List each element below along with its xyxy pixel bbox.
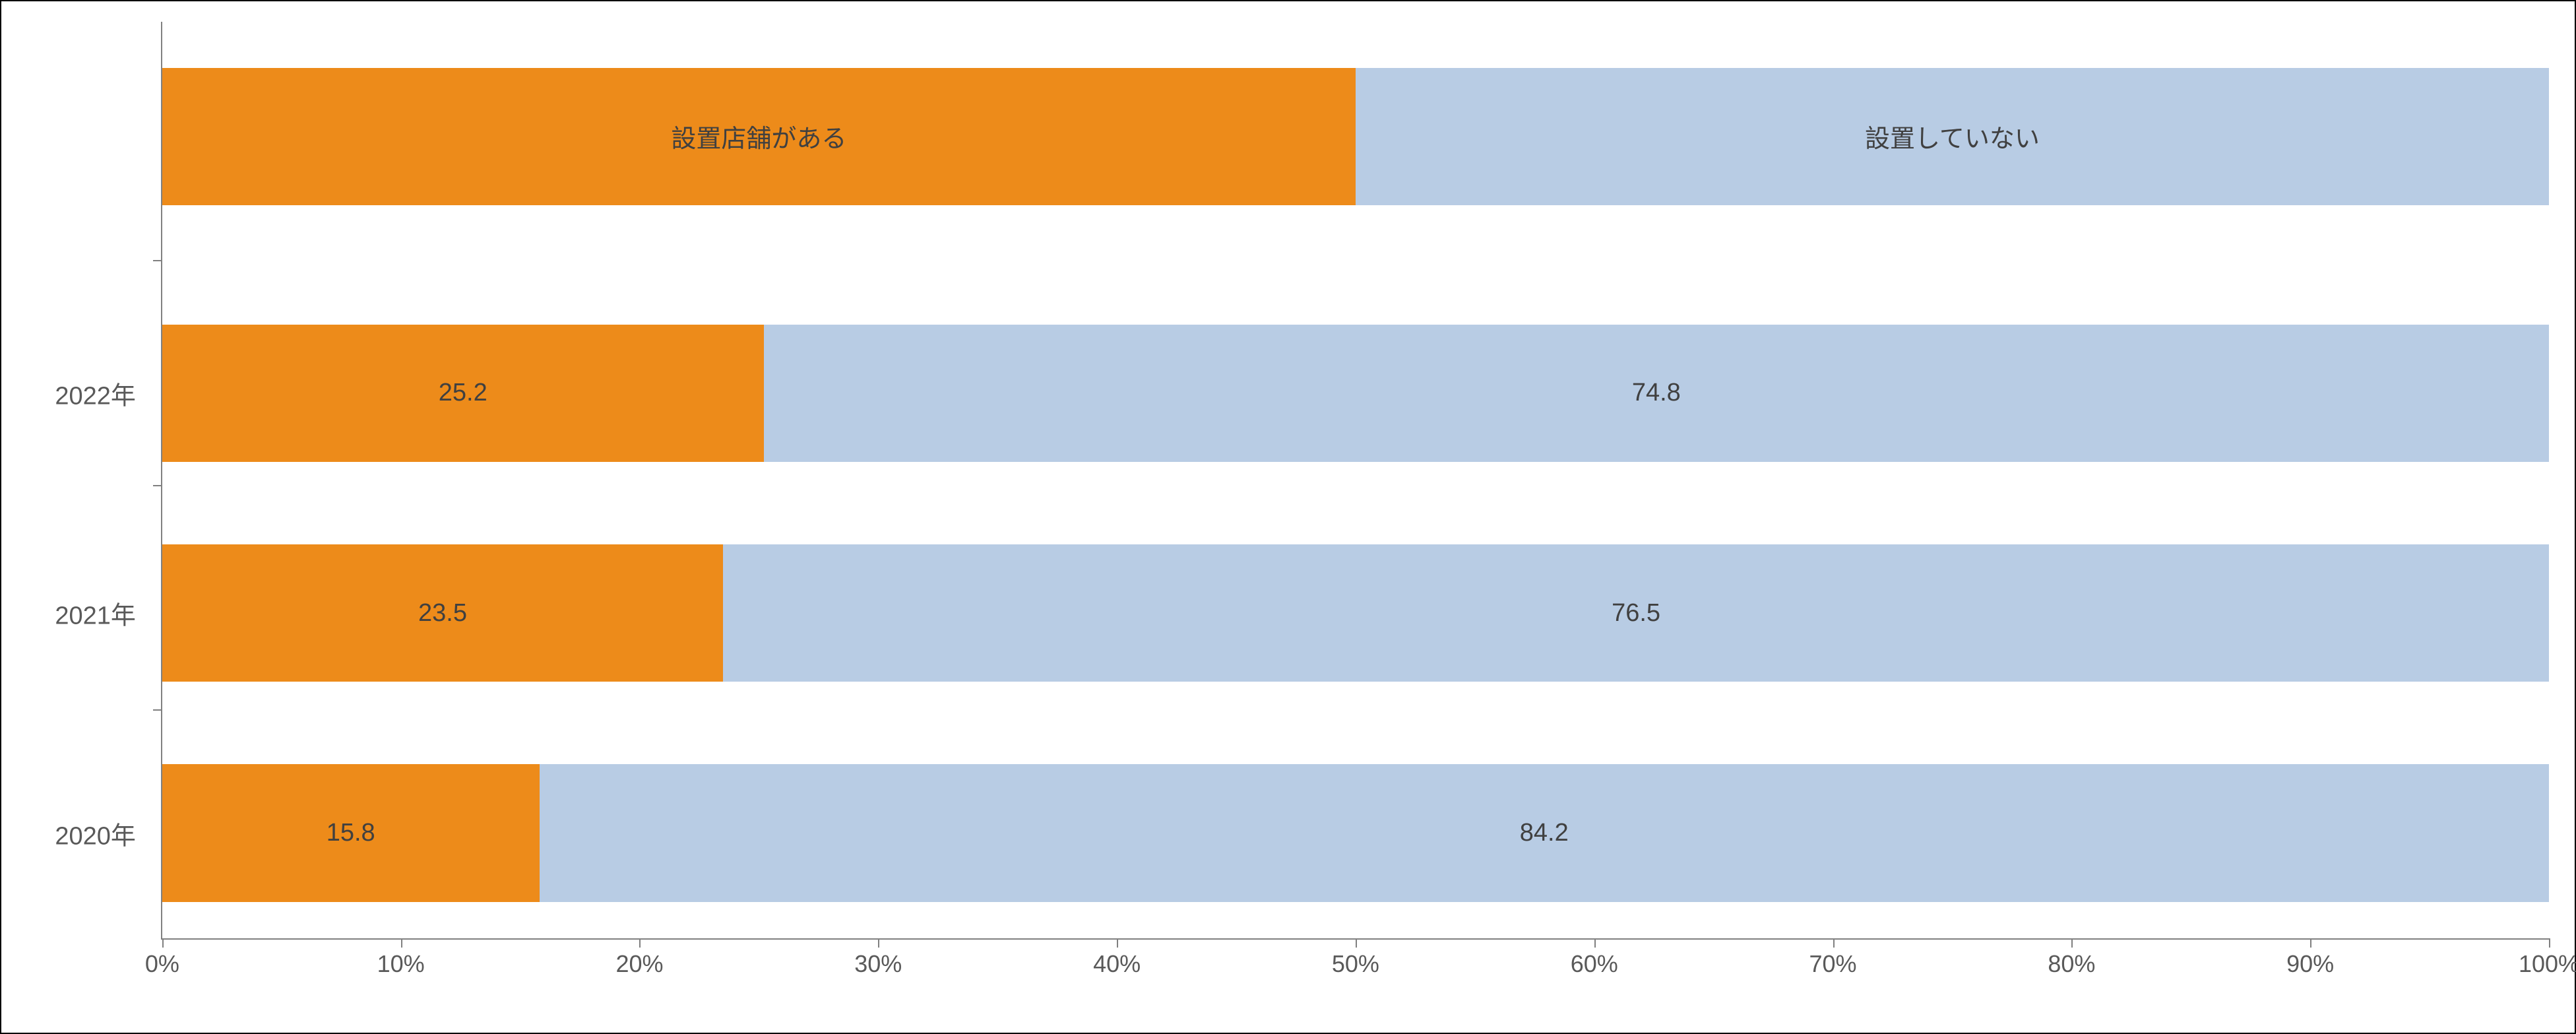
bar-value-label: 23.5 [418, 599, 467, 628]
bar-value-label: 15.8 [327, 819, 375, 847]
x-tick [2549, 938, 2550, 948]
x-tick [1356, 938, 1357, 948]
x-tick [1117, 938, 1118, 948]
x-axis-label: 10% [377, 950, 425, 978]
x-tick [162, 938, 164, 948]
x-tick [878, 938, 879, 948]
bar-row: 2020年15.884.2 [162, 764, 2549, 901]
legend-bar: 設置店舗がある 設置していない [162, 68, 2549, 205]
x-tick [639, 938, 641, 948]
x-tick [401, 938, 402, 948]
bar-value-label: 76.5 [1612, 599, 1660, 628]
y-tick [153, 485, 162, 486]
x-axis-label: 70% [1809, 950, 1857, 978]
bar-row: 2022年25.274.8 [162, 325, 2549, 462]
bar-segment: 25.2 [162, 325, 764, 462]
x-tick [1833, 938, 1835, 948]
plot-area: 0%10%20%30%40%50%60%70%80%90%100%設置店舗がある… [161, 22, 2549, 940]
x-axis-label: 0% [145, 950, 179, 978]
bar-segment: 76.5 [723, 544, 2549, 682]
bar-segment: 74.8 [764, 325, 2549, 462]
y-axis-label: 2022年 [55, 375, 136, 411]
legend-label: 設置店舗がある [671, 118, 846, 154]
bar-value-label: 84.2 [1520, 819, 1569, 847]
legend-segment: 設置していない [1356, 68, 2549, 205]
bar-segment: 84.2 [540, 764, 2549, 901]
bar-segment: 15.8 [162, 764, 540, 901]
y-tick [153, 709, 162, 711]
bar-segment: 23.5 [162, 544, 723, 682]
x-axis-label: 30% [854, 950, 902, 978]
y-tick [153, 260, 162, 261]
x-tick [1594, 938, 1596, 948]
x-axis-label: 20% [615, 950, 663, 978]
x-axis-label: 50% [1332, 950, 1379, 978]
chart-frame: 0% 10% 20% 30% 40% 50% 60% 70% 80% 90% 100% 設置店舗がある… [0, 0, 2576, 1034]
legend-label: 設置していない [1865, 118, 2040, 154]
x-axis-label: 100% [2519, 950, 2576, 978]
y-axis-label: 2020年 [55, 815, 136, 851]
legend-segment: 設置店舗がある [162, 68, 1356, 205]
x-tick [2071, 938, 2073, 948]
x-axis-label: 60% [1571, 950, 1618, 978]
x-axis-label: 80% [2048, 950, 2095, 978]
x-axis-label: 90% [2286, 950, 2334, 978]
y-axis-label: 2021年 [55, 595, 136, 631]
bar-value-label: 74.8 [1632, 379, 1681, 407]
bar-row: 2021年23.576.5 [162, 544, 2549, 682]
bar-value-label: 25.2 [439, 379, 487, 407]
x-axis-label: 40% [1093, 950, 1141, 978]
x-tick [2310, 938, 2311, 948]
